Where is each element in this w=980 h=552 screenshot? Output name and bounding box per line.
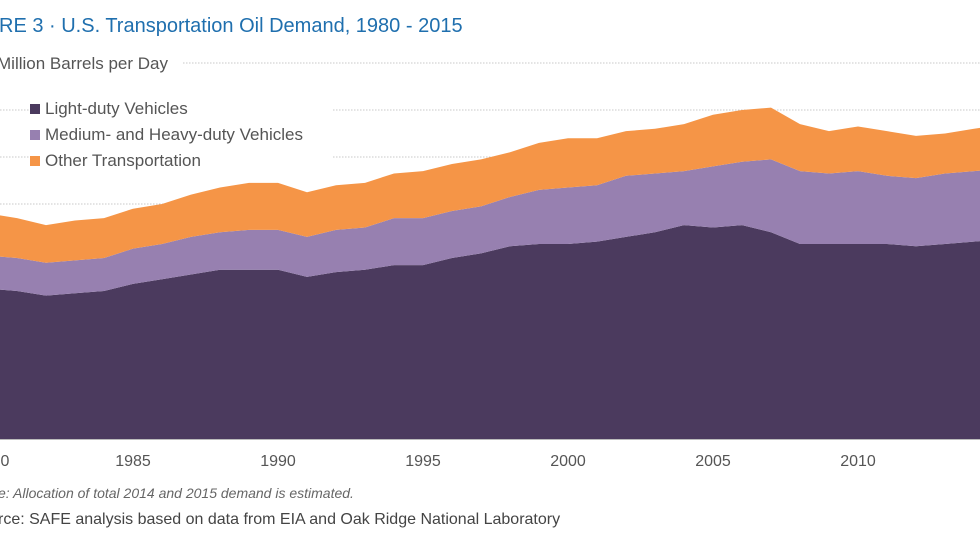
legend: Light-duty Vehicles Medium- and Heavy-du…: [30, 96, 333, 174]
x-tick-label: 2010: [840, 453, 876, 470]
x-tick-label: 2005: [695, 453, 731, 470]
y-axis-label: Million Barrels per Day: [0, 54, 182, 74]
legend-swatch-medium-heavy: [30, 130, 40, 140]
area-series-0: [0, 225, 980, 439]
legend-item-other: Other Transportation: [30, 148, 303, 174]
x-tick-label: 1985: [115, 453, 151, 470]
chart-note: e: Allocation of total 2014 and 2015 dem…: [0, 485, 354, 501]
legend-swatch-other: [30, 156, 40, 166]
legend-label: Light-duty Vehicles: [45, 99, 188, 118]
chart-source: rce: SAFE analysis based on data from EI…: [0, 511, 561, 528]
legend-item-light-duty: Light-duty Vehicles: [30, 96, 303, 122]
legend-item-medium-heavy: Medium- and Heavy-duty Vehicles: [30, 122, 303, 148]
legend-swatch-light-duty: [30, 104, 40, 114]
x-tick-label: 2000: [550, 453, 586, 470]
chart-title: RE 3 · U.S. Transportation Oil Demand, 1…: [0, 15, 463, 37]
legend-label: Medium- and Heavy-duty Vehicles: [45, 125, 303, 144]
legend-label: Other Transportation: [45, 151, 201, 170]
area-series-1: [0, 159, 980, 296]
area-series-2: [0, 107, 980, 263]
x-tick-label: 1995: [405, 453, 441, 470]
x-tick-label: 0: [0, 453, 10, 470]
x-tick-label: 1990: [260, 453, 296, 470]
